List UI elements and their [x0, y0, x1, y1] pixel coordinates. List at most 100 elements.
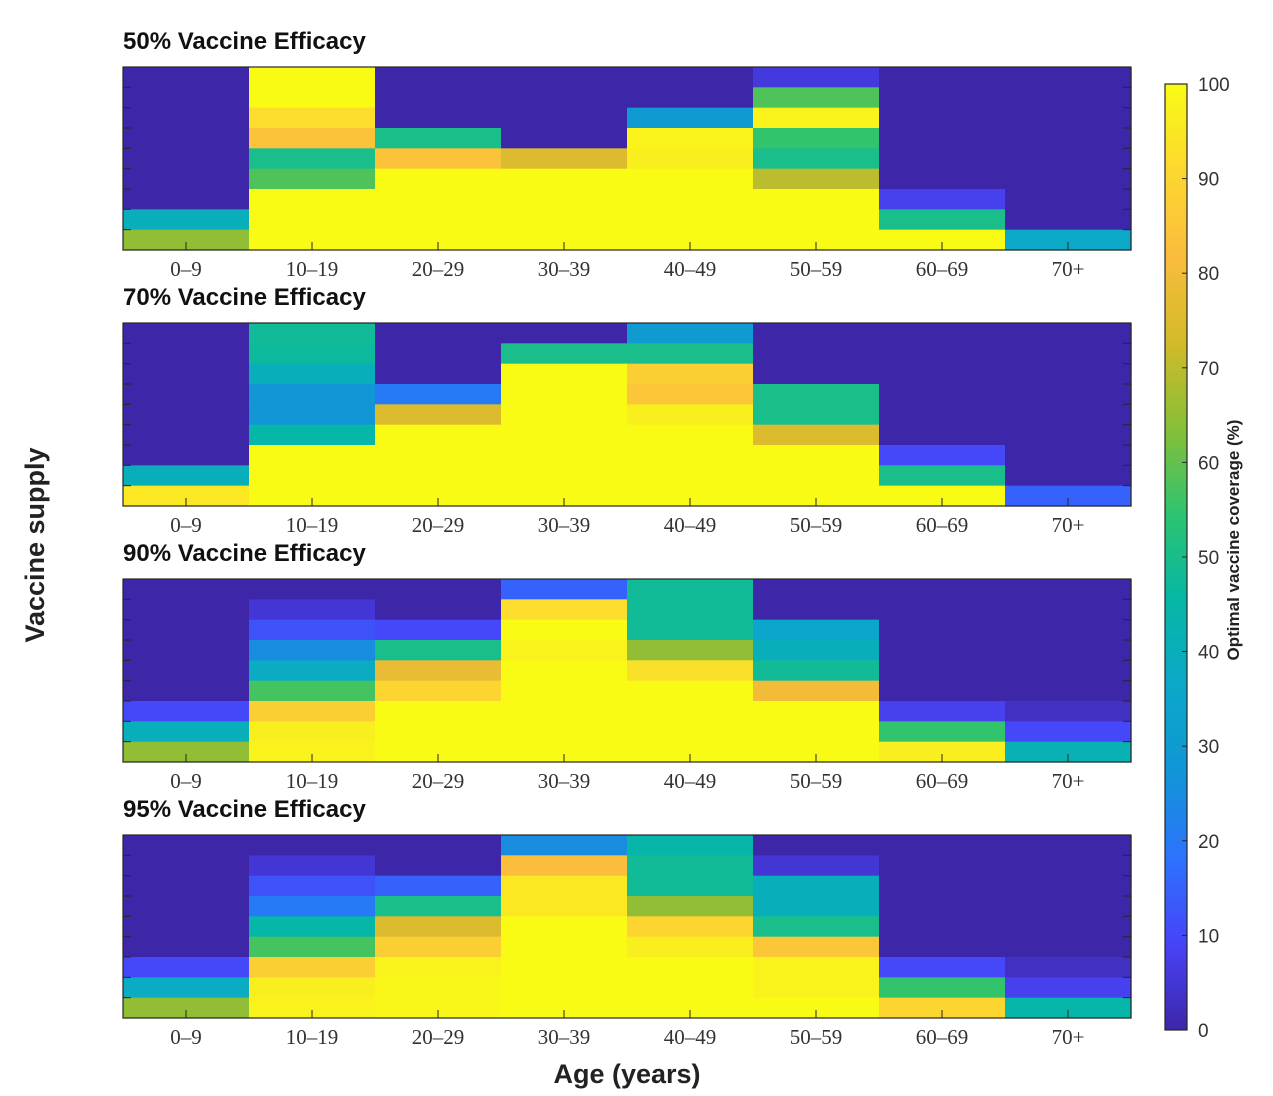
- heatmap-cell: [501, 465, 628, 487]
- x-tick-label: 10–19: [286, 513, 339, 537]
- colorbar-tick-label: 60: [1198, 453, 1219, 474]
- heatmap-cell: [249, 579, 376, 600]
- heatmap-cell: [501, 404, 628, 426]
- heatmap-cell: [123, 599, 250, 621]
- heatmap-cell: [501, 619, 628, 641]
- x-tick-label: 70+: [1052, 513, 1085, 537]
- heatmap-cell: [753, 384, 880, 405]
- heatmap-cell: [249, 875, 376, 897]
- heatmap-cell: [123, 721, 250, 743]
- colorbar-tick-label: 10: [1198, 926, 1219, 947]
- heatmap-cell: [123, 485, 250, 507]
- panel-3: 90% Vaccine Efficacy 0–9 10–19 20–29 30–39 40…: [122, 540, 1132, 793]
- heatmap-cell: [375, 424, 502, 446]
- heatmap-cell: [249, 404, 376, 426]
- heatmap-cell: [753, 660, 880, 682]
- heatmap-cell: [375, 485, 502, 507]
- heatmap-cell: [249, 168, 376, 190]
- x-tick-label: 40–49: [664, 257, 717, 281]
- heatmap-cell: [375, 404, 502, 426]
- heatmap-cell: [1005, 701, 1132, 722]
- heatmap-cell: [1005, 189, 1132, 210]
- heatmap-cell: [627, 741, 754, 763]
- heatmap-cell: [627, 485, 754, 507]
- panel-title: 50% Vaccine Efficacy: [123, 28, 366, 55]
- heatmap-cell: [123, 465, 250, 487]
- heatmap-cell: [249, 445, 376, 466]
- heatmap-cell: [375, 384, 502, 405]
- heatmap-cell: [627, 936, 754, 958]
- heatmap-cell: [375, 721, 502, 743]
- heatmap-cell: [1005, 67, 1132, 88]
- heatmap-cell: [627, 680, 754, 702]
- heatmap-cell: [123, 896, 250, 917]
- heatmap-cell: [753, 323, 880, 344]
- heatmap-cell: [753, 977, 880, 999]
- heatmap-cell: [123, 875, 250, 897]
- x-tick-label: 70+: [1052, 1025, 1085, 1049]
- heatmap-cell: [1005, 741, 1132, 763]
- heatmap-cell: [627, 128, 754, 149]
- heatmap-cell: [375, 619, 502, 641]
- heatmap-cell: [123, 148, 250, 170]
- heatmap-cell: [1005, 997, 1132, 1019]
- x-tick-label: 50–59: [790, 769, 843, 793]
- heatmap-cell: [1005, 404, 1132, 426]
- heatmap-cell: [375, 465, 502, 487]
- heatmap-cell: [879, 445, 1006, 466]
- x-tick-label: 60–69: [916, 1025, 969, 1049]
- heatmap-cell: [375, 209, 502, 231]
- heatmap-cell: [1005, 148, 1132, 170]
- heatmap-cell: [753, 599, 880, 621]
- heatmap-cell: [249, 619, 376, 641]
- heatmap-cell: [627, 977, 754, 999]
- heatmap-cell: [1005, 229, 1132, 251]
- heatmap-cell: [1005, 680, 1132, 702]
- heatmap-cell: [753, 189, 880, 210]
- heatmap-cell: [753, 741, 880, 763]
- heatmap-cell: [123, 363, 250, 385]
- heatmap-cell: [1005, 599, 1132, 621]
- heatmap-cell: [627, 424, 754, 446]
- heatmap-cell: [501, 189, 628, 210]
- heatmap-cell: [375, 67, 502, 88]
- heatmap-cell: [501, 936, 628, 958]
- heatmap-cell: [123, 619, 250, 641]
- panel-2: 70% Vaccine Efficacy 0–9 10–19 20–29 30–39 40…: [122, 284, 1132, 537]
- panel-title: 70% Vaccine Efficacy: [123, 284, 366, 311]
- heatmap-cell: [501, 87, 628, 109]
- heatmap-cell: [1005, 721, 1132, 743]
- heatmap-cell: [249, 957, 376, 978]
- heatmap-cell: [123, 680, 250, 702]
- x-tick-label: 50–59: [790, 1025, 843, 1049]
- heatmap-cell: [627, 640, 754, 661]
- colorbar-tick-label: 80: [1198, 264, 1219, 285]
- x-tick-label: 0–9: [170, 1025, 202, 1049]
- heatmap-cell: [753, 835, 880, 856]
- heatmap-cell: [501, 640, 628, 661]
- heatmap-cell: [375, 189, 502, 210]
- x-tick-label: 30–39: [538, 513, 591, 537]
- heatmap-cell: [249, 107, 376, 129]
- heatmap-cell: [375, 128, 502, 149]
- panel-title: 90% Vaccine Efficacy: [123, 540, 366, 567]
- heatmap-cell: [753, 87, 880, 109]
- x-tick-label: 0–9: [170, 513, 202, 537]
- heatmap-cell: [375, 168, 502, 190]
- heatmap-cell: [627, 660, 754, 682]
- x-tick-label: 40–49: [664, 769, 717, 793]
- heatmap-cell: [123, 579, 250, 600]
- x-tick-label: 0–9: [170, 257, 202, 281]
- heatmap-cell: [753, 875, 880, 897]
- heatmap-cell: [249, 189, 376, 210]
- heatmap-cell: [627, 445, 754, 466]
- heatmap-cell: [1005, 87, 1132, 109]
- heatmap-cell: [627, 835, 754, 856]
- colorbar-tick-label: 50: [1198, 548, 1219, 569]
- heatmap-cell: [1005, 343, 1132, 365]
- heatmap-cell: [753, 640, 880, 661]
- heatmap-cell: [753, 209, 880, 231]
- heatmap-cell: [1005, 916, 1132, 938]
- heatmap-cell: [501, 599, 628, 621]
- x-tick-label: 0–9: [170, 769, 202, 793]
